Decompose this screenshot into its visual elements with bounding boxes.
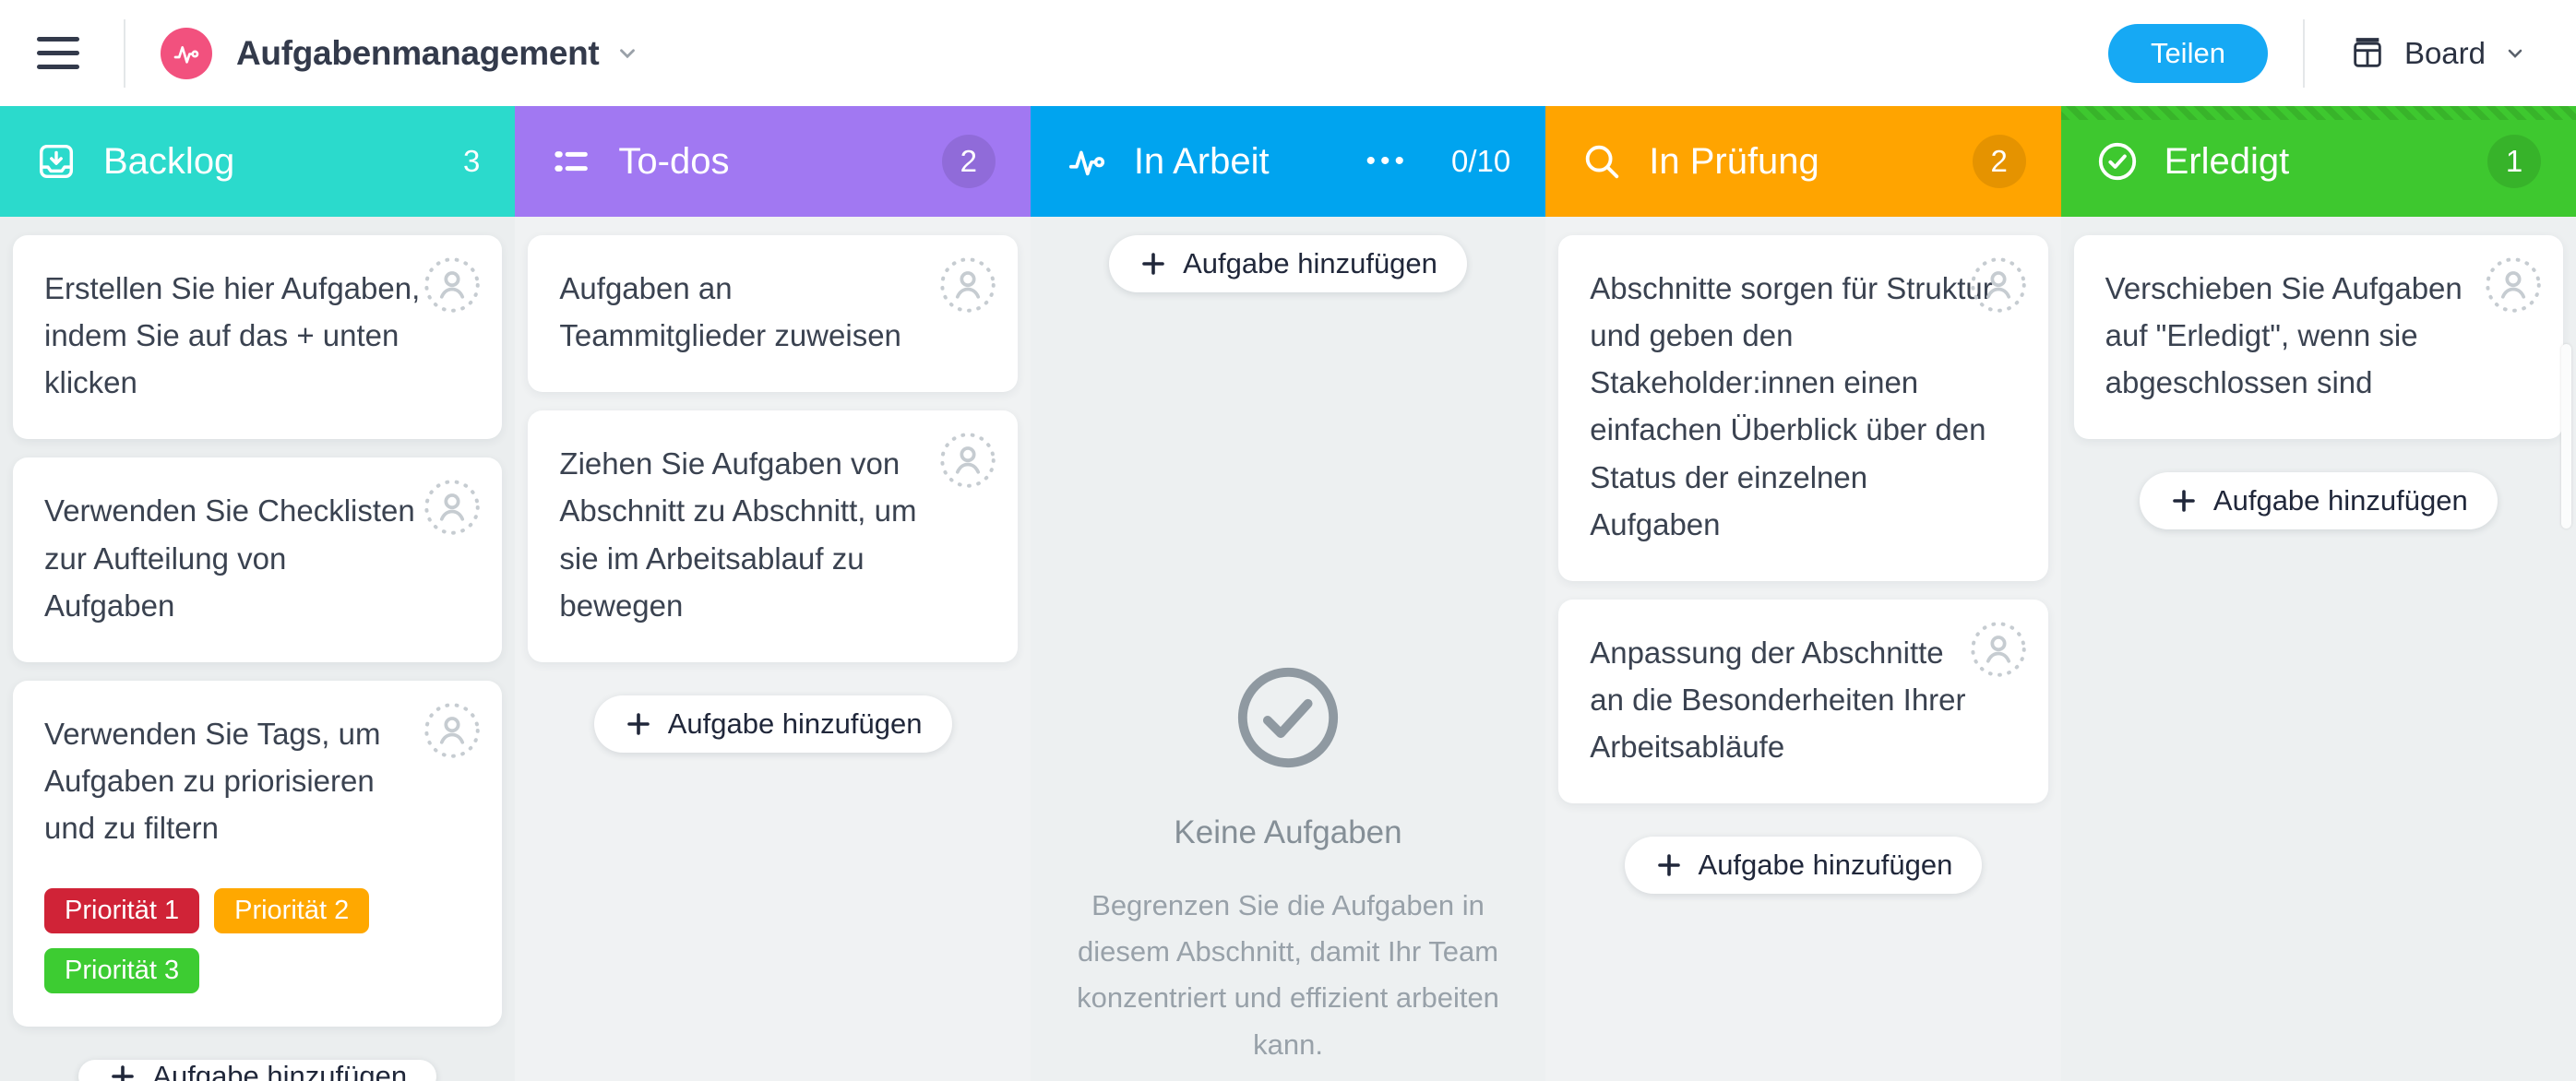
task-count-badge: 1 — [2487, 135, 2542, 188]
column-body: Aufgaben an Teammitglieder zuweisen Zieh… — [515, 217, 1030, 1081]
add-task-button[interactable]: Aufgabe hinzufügen — [1624, 837, 1983, 895]
divider — [124, 18, 125, 88]
project-switcher[interactable]: Aufgabenmanagement — [161, 27, 639, 79]
empty-state: Keine Aufgaben Begrenzen Sie die Aufgabe… — [1044, 663, 1532, 1068]
tag-priority-2[interactable]: Priorität 2 — [214, 888, 370, 934]
board-grid-icon — [2354, 37, 2381, 67]
column-header-backlog[interactable]: Backlog 3 — [0, 106, 516, 217]
column-title: To-dos — [618, 140, 730, 182]
task-count-badge: 2 — [941, 135, 996, 188]
task-card[interactable]: Abschnitte sorgen für Struktur und geben… — [1558, 235, 2048, 581]
column-header-todos[interactable]: To-dos 2 — [515, 106, 1031, 217]
tag-priority-3[interactable]: Priorität 3 — [44, 948, 200, 994]
empty-state-description: Begrenzen Sie die Aufgaben in diesem Abs… — [1077, 889, 1499, 1061]
column-header-in-arbeit[interactable]: In Arbeit ••• 0/10 — [1030, 106, 1546, 217]
column-header-in-pruefung[interactable]: In Prüfung 2 — [1545, 106, 2061, 217]
column-erledigt: Erledigt 1 Verschieben Sie Aufgaben auf … — [2060, 106, 2576, 1081]
column-in-pruefung: In Prüfung 2 Abschnitte sorgen für Struk… — [1545, 106, 2061, 1081]
plus-icon — [112, 1065, 135, 1081]
column-header-erledigt[interactable]: Erledigt 1 — [2060, 106, 2576, 217]
plus-icon — [1142, 253, 1164, 275]
assign-avatar-icon[interactable] — [423, 701, 482, 760]
assign-avatar-icon[interactable] — [423, 478, 482, 537]
task-card[interactable]: Ziehen Sie Aufgaben von Abschnitt zu Abs… — [528, 410, 1018, 662]
check-circle-icon — [2098, 142, 2136, 181]
assign-avatar-icon[interactable] — [1969, 620, 2028, 679]
assign-avatar-icon[interactable] — [938, 431, 997, 490]
column-body: Aufgabe hinzufügen Keine Aufgaben Begren… — [1031, 217, 1545, 1081]
column-title: In Prüfung — [1649, 140, 1819, 182]
task-card[interactable]: Erstellen Sie hier Aufgaben, indem Sie a… — [13, 235, 503, 440]
assign-avatar-icon[interactable] — [423, 255, 482, 315]
pulse-icon — [1068, 150, 1104, 176]
chevron-down-icon — [2508, 49, 2522, 58]
bullet-list-icon — [555, 151, 589, 172]
assign-avatar-icon[interactable] — [938, 255, 997, 315]
view-switcher[interactable]: Board — [2340, 35, 2535, 72]
task-card[interactable]: Verwenden Sie Tags, um Aufgaben zu prior… — [13, 680, 503, 1028]
column-in-arbeit: In Arbeit ••• 0/10 Aufgabe hinzufügen Ke… — [1030, 106, 1546, 1081]
chevron-down-icon — [620, 48, 636, 58]
assign-avatar-icon[interactable] — [2484, 255, 2543, 315]
tag-priority-1[interactable]: Priorität 1 — [44, 888, 200, 934]
share-button[interactable]: Teilen — [2107, 23, 2268, 83]
project-logo — [161, 27, 212, 79]
column-todos: To-dos 2 Aufgaben an Teammitglieder zuwe… — [515, 106, 1031, 1081]
plus-icon — [2173, 490, 2195, 513]
task-card[interactable]: Verschieben Sie Aufgaben auf "Erledigt",… — [2073, 235, 2564, 440]
column-backlog: Backlog 3 Erstellen Sie hier Aufgaben, i… — [0, 106, 516, 1081]
column-menu-icon[interactable]: ••• — [1366, 146, 1409, 176]
column-body: Verschieben Sie Aufgaben auf "Erledigt",… — [2061, 217, 2576, 1081]
empty-state-title: Keine Aufgaben — [1174, 814, 1402, 850]
add-task-button[interactable]: Aufgabe hinzufügen — [2139, 472, 2498, 530]
column-title: In Arbeit — [1133, 140, 1270, 182]
column-body: Erstellen Sie hier Aufgaben, indem Sie a… — [0, 217, 515, 1081]
search-icon — [1585, 145, 1619, 179]
vertical-scrollbar[interactable] — [2561, 344, 2571, 529]
add-task-button[interactable]: Aufgabe hinzufügen — [593, 695, 952, 753]
add-task-button[interactable]: Aufgabe hinzufügen — [78, 1060, 437, 1081]
assign-avatar-icon[interactable] — [1969, 255, 2028, 315]
check-circle-icon — [1237, 667, 1339, 768]
add-task-button[interactable]: Aufgabe hinzufügen — [1109, 235, 1467, 292]
topbar: Aufgabenmanagement Teilen Board — [0, 0, 2576, 106]
task-count-badge: 2 — [1972, 135, 2026, 188]
plus-icon — [626, 713, 650, 735]
backlog-tray-icon — [39, 144, 74, 179]
column-title: Backlog — [103, 140, 235, 182]
column-title: Erledigt — [2164, 140, 2290, 182]
menu-icon[interactable] — [37, 28, 89, 79]
task-card[interactable]: Verwenden Sie Checklisten zur Aufteilung… — [13, 457, 503, 662]
wip-limit-count: 0/10 — [1450, 144, 1511, 178]
task-count: 3 — [463, 144, 481, 178]
tag-list: Priorität 1 Priorität 2 Priorität 3 — [44, 888, 441, 994]
kanban-board: Backlog 3 Erstellen Sie hier Aufgaben, i… — [0, 106, 2576, 1081]
view-label: Board — [2403, 35, 2486, 70]
column-body: Abschnitte sorgen für Struktur und geben… — [1545, 217, 2060, 1081]
task-card[interactable]: Anpassung der Abschnitte an die Besonder… — [1558, 599, 2048, 804]
pulse-icon — [173, 45, 199, 64]
divider — [2302, 18, 2305, 88]
page-title: Aufgabenmanagement — [236, 33, 600, 72]
plus-icon — [1657, 854, 1680, 877]
task-card[interactable]: Aufgaben an Teammitglieder zuweisen — [528, 235, 1018, 393]
